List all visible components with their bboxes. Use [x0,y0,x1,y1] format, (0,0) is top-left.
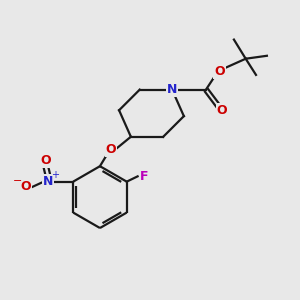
Text: F: F [140,170,148,183]
Text: O: O [214,65,224,79]
Text: +: + [51,170,58,180]
Text: O: O [106,143,116,157]
Text: N: N [167,83,177,96]
Text: O: O [217,104,227,117]
Text: O: O [20,181,31,194]
Text: −: − [13,176,22,186]
Text: N: N [43,175,53,188]
Text: O: O [40,154,50,167]
